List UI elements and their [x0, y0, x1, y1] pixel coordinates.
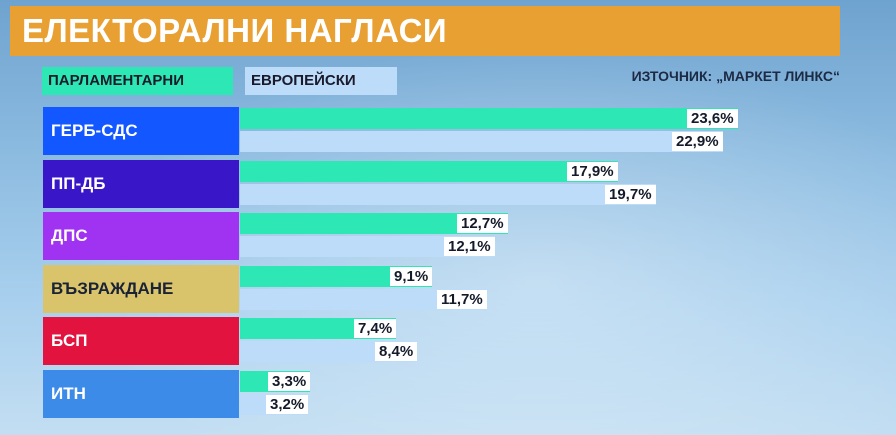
european-bar — [240, 289, 487, 310]
european-bar — [240, 236, 495, 257]
parliamentary-value-label: 3,3% — [268, 372, 311, 391]
parliamentary-value-label: 23,6% — [687, 109, 738, 128]
parliamentary-bar — [240, 108, 738, 129]
parliamentary-bar — [240, 161, 618, 182]
party-label: ГЕРБ-СДС — [43, 107, 239, 155]
parliamentary-bar — [240, 213, 508, 234]
legend-parliamentary: ПАРЛАМЕНТАРНИ — [42, 67, 233, 95]
parliamentary-value-label: 17,9% — [567, 162, 618, 181]
european-value-label: 8,4% — [375, 342, 418, 361]
party-label: БСП — [43, 317, 239, 365]
source-text: ИЗТОЧНИК: „МАРКЕТ ЛИНКС“ — [631, 68, 840, 84]
party-label: ПП-ДБ — [43, 160, 239, 208]
legend-european: ЕВРОПЕЙСКИ — [245, 67, 397, 95]
title-bar — [10, 6, 840, 56]
european-value-label: 12,1% — [444, 237, 495, 256]
party-row: ДПС — [43, 212, 239, 260]
party-row: ВЪЗРАЖДАНЕ — [43, 265, 239, 313]
european-bar — [240, 184, 656, 205]
party-label: ДПС — [43, 212, 239, 260]
party-row: БСП — [43, 317, 239, 365]
european-value-label: 22,9% — [672, 132, 723, 151]
parliamentary-value-label: 12,7% — [457, 214, 508, 233]
chart-title: ЕЛЕКТОРАЛНИ НАГЛАСИ — [22, 12, 448, 49]
parliamentary-bar — [240, 266, 432, 287]
party-row: ИТН — [43, 370, 239, 418]
party-row: ГЕРБ-СДС — [43, 107, 239, 155]
party-label: ИТН — [43, 370, 239, 418]
european-bar — [240, 341, 417, 362]
parliamentary-value-label: 9,1% — [390, 267, 433, 286]
european-value-label: 19,7% — [605, 185, 656, 204]
european-bar — [240, 131, 723, 152]
party-row: ПП-ДБ — [43, 160, 239, 208]
parliamentary-value-label: 7,4% — [354, 319, 397, 338]
party-label: ВЪЗРАЖДАНЕ — [43, 265, 239, 313]
european-value-label: 11,7% — [437, 290, 487, 309]
european-value-label: 3,2% — [266, 395, 309, 414]
